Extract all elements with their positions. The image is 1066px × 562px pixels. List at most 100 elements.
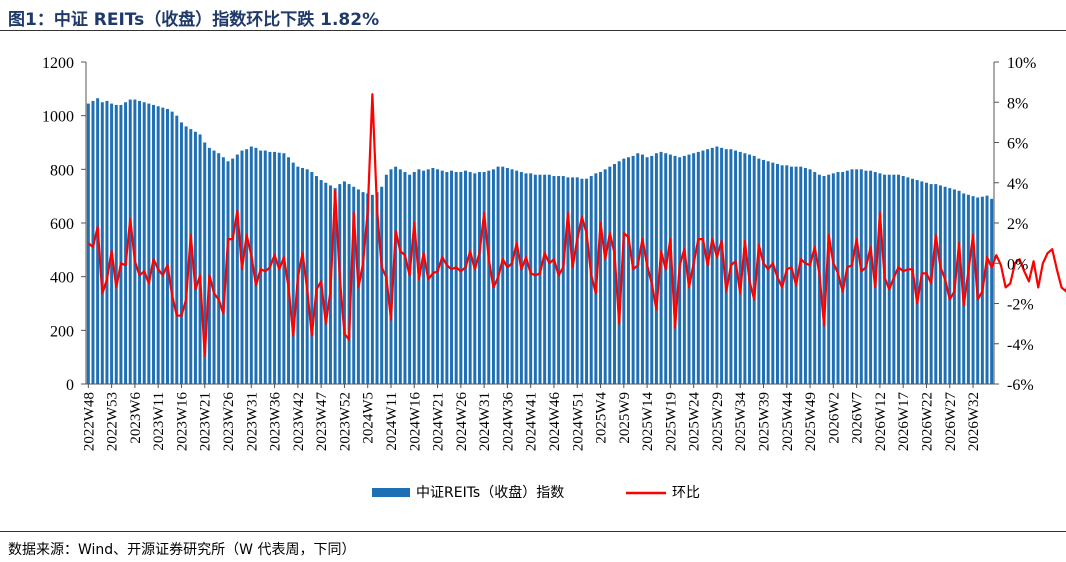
bar [342, 181, 346, 384]
bar [640, 154, 644, 384]
bar [324, 182, 328, 384]
x-tick-label: 2025W19 [663, 392, 679, 451]
bar [133, 99, 137, 384]
bar [468, 172, 472, 384]
source-note: 数据来源：Wind、开源证券研究所（W 代表周，下同） [8, 542, 356, 558]
legend: 中证REITs（收盘）指数 环比 [372, 484, 700, 501]
bar [878, 173, 882, 384]
x-tick-label: 2026W17 [896, 392, 912, 452]
x-tick-label: 2024W41 [524, 392, 540, 451]
bar [603, 169, 607, 384]
x-tick-label: 2023W26 [221, 392, 237, 452]
bar [966, 194, 970, 384]
bar [822, 176, 826, 384]
bar [924, 182, 928, 384]
bar [375, 192, 379, 384]
bar [515, 170, 519, 384]
bar [105, 100, 109, 384]
bar [361, 192, 365, 384]
bar [249, 146, 253, 384]
bar [501, 166, 505, 384]
x-tick-label: 2025W14 [640, 392, 656, 452]
bar [263, 150, 267, 384]
bar [119, 104, 123, 385]
bar [538, 174, 542, 384]
bar [175, 115, 179, 385]
bar [687, 154, 691, 384]
bar [617, 161, 621, 384]
bar [566, 177, 570, 384]
bar [990, 198, 994, 384]
x-tick-label: 2023W52 [337, 392, 353, 451]
y-right-tick-label: 4% [1007, 176, 1028, 193]
bar [808, 169, 812, 384]
bar [422, 170, 426, 384]
y-left-tick-label: 200 [50, 323, 74, 340]
bar [831, 173, 835, 384]
x-tick-label: 2025W24 [687, 392, 703, 452]
bar [869, 170, 873, 384]
x-tick-label: 2023W6 [128, 392, 144, 444]
x-tick-label: 2023W47 [314, 392, 330, 452]
bar [198, 134, 202, 384]
bar [128, 99, 132, 384]
bar [445, 172, 449, 384]
y-left-tick-label: 400 [50, 270, 74, 287]
x-tick-label: 2026W12 [873, 392, 889, 451]
x-tick-label: 2025W39 [757, 392, 773, 451]
bar [287, 157, 291, 384]
x-tick-label: 2023W11 [151, 392, 167, 451]
x-tick-label: 2024W51 [570, 392, 586, 451]
bar [394, 166, 398, 384]
x-tick-label: 2026W2 [826, 392, 842, 444]
bar [505, 167, 509, 384]
bar [855, 169, 859, 384]
y-left-tick-label: 1000 [42, 109, 74, 126]
bar [161, 107, 165, 385]
figure-title: 图1：中证 REITs（收盘）指数环比下跌 1.82% [8, 10, 380, 30]
bar [245, 149, 249, 384]
bar [571, 177, 575, 384]
bar [897, 174, 901, 384]
bar [389, 169, 393, 384]
x-tick-label: 2025W34 [733, 392, 749, 452]
x-tick-label: 2023W36 [268, 392, 284, 452]
bar [827, 174, 831, 384]
bar [147, 103, 151, 384]
bar [650, 155, 654, 384]
bar [408, 174, 412, 384]
line-series-wow [87, 93, 1066, 357]
bar [477, 172, 481, 384]
y-right-tick-label: -2% [1007, 297, 1034, 314]
bar [305, 169, 309, 384]
bar [803, 167, 807, 384]
bar [254, 147, 258, 384]
x-tick-label: 2026W22 [919, 392, 935, 451]
x-tick-label: 2025W9 [617, 392, 633, 444]
bar [589, 176, 593, 384]
bar [464, 170, 467, 384]
bar [543, 174, 547, 384]
bar [366, 193, 370, 384]
y-right-tick-label: -4% [1007, 337, 1034, 354]
x-tick-label: 2025W4 [594, 392, 610, 444]
bar [673, 155, 677, 384]
bar [315, 176, 318, 384]
bar [282, 153, 286, 384]
bar [743, 153, 747, 384]
bar [152, 104, 156, 385]
bar [431, 167, 435, 384]
bar [450, 170, 454, 384]
x-tick-label: 2026W7 [850, 392, 866, 444]
bar [524, 173, 528, 384]
x-tick-label: 2024W5 [361, 392, 377, 444]
x-tick-label: 2023W31 [244, 392, 260, 451]
bar [166, 108, 169, 385]
bar [915, 180, 919, 384]
bar [487, 170, 491, 384]
bar [207, 147, 211, 384]
legend-line-label: 环比 [672, 485, 700, 501]
bar [789, 166, 793, 384]
y-right-tick-label: 0% [1007, 256, 1028, 273]
y-left-tick-label: 600 [50, 216, 74, 233]
